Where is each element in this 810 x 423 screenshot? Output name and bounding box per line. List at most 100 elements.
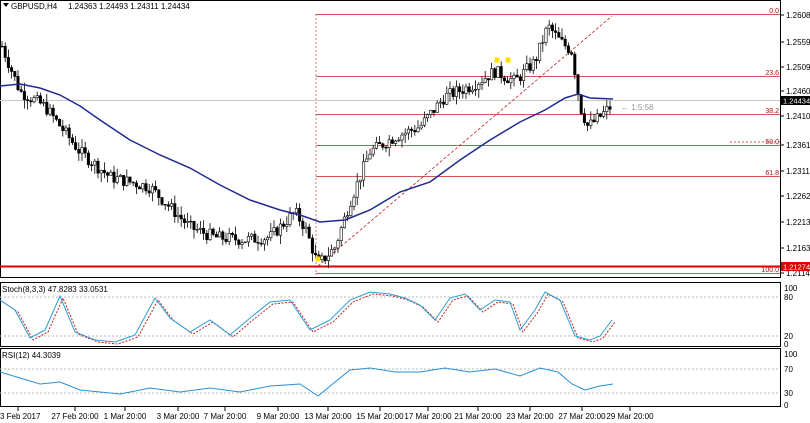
ohlc-values: 1.24363 1.24493 1.24311 1.24434 — [68, 2, 190, 11]
candle-body — [547, 24, 551, 29]
candle-body — [371, 147, 375, 155]
candle-body — [368, 153, 372, 160]
candle-body — [285, 224, 289, 227]
candle-body — [186, 220, 190, 223]
candle-body — [528, 63, 532, 71]
candle-body — [160, 197, 164, 205]
candle-body — [582, 113, 586, 123]
candle-body — [589, 119, 593, 126]
candle-body — [240, 242, 244, 245]
candle-body — [128, 176, 132, 183]
candle-body — [29, 100, 33, 103]
symbol-label: GBPUSD,H4 — [11, 2, 58, 11]
candle-body — [512, 74, 516, 79]
candle-body — [541, 42, 545, 44]
candle-body — [451, 88, 455, 97]
candle-body — [550, 24, 554, 32]
price-tick-label: 1.25590 — [786, 38, 810, 47]
candle-body — [115, 176, 119, 183]
candle-body — [448, 88, 452, 94]
stoch-signal-line — [2, 293, 616, 345]
candle-body — [467, 86, 471, 93]
candle-body — [16, 76, 20, 91]
candle-body — [61, 125, 65, 131]
candle-body — [374, 141, 378, 149]
candle-body — [330, 249, 334, 257]
time-tick-label: 27 Feb 20:00 — [51, 412, 99, 421]
candle-body — [218, 231, 222, 238]
candle-body — [211, 228, 215, 235]
fib-level-label: 38.2 — [765, 108, 779, 115]
fib-level-label: 23.6 — [765, 70, 779, 77]
candle-body — [269, 231, 273, 238]
candle-body — [429, 110, 433, 115]
candle-body — [131, 181, 135, 184]
support-price-tag: 1.21274 — [781, 262, 810, 272]
fractal-marker — [505, 57, 511, 63]
candle-body — [144, 183, 148, 192]
candle-body — [358, 179, 362, 183]
moving-average-line — [0, 83, 614, 223]
candle-body — [278, 223, 282, 236]
candle-body — [362, 161, 366, 181]
candle-body — [51, 107, 55, 117]
symbol-dropdown-icon[interactable] — [3, 3, 9, 7]
fibonacci-trend-line[interactable] — [317, 15, 613, 267]
candle-body — [515, 74, 519, 78]
candle-body — [154, 186, 158, 191]
candle-body — [544, 27, 548, 43]
candle-body — [384, 146, 388, 149]
candle-body — [586, 122, 590, 126]
candle-body — [205, 233, 209, 240]
candle-body — [80, 147, 84, 154]
candle-body — [400, 134, 404, 141]
fibonacci-retracement[interactable]: 0.0 23.6 38.2 50.0 61.8 100.0 — [315, 8, 780, 275]
candle-body — [259, 242, 263, 245]
fib-level-label: 50.0 — [765, 139, 779, 146]
candle-body — [147, 190, 151, 194]
candle-body — [509, 78, 513, 84]
stoch-tick-20: 20 — [784, 332, 793, 341]
candle-body — [438, 101, 442, 104]
candle-body — [275, 227, 279, 236]
candle-body — [365, 158, 369, 162]
candle-body — [307, 226, 311, 239]
candlesticks — [0, 19, 612, 269]
candle-body — [70, 137, 74, 143]
price-tick-label: 1.26080 — [786, 11, 810, 20]
time-tick-label: 9 Mar 20:00 — [257, 412, 300, 421]
candle-body — [566, 45, 570, 53]
candle-body — [381, 143, 385, 148]
candle-body — [570, 52, 574, 55]
candle-body — [294, 208, 298, 214]
rsi-tick-30: 30 — [784, 389, 793, 398]
candle-body — [314, 252, 318, 256]
candle-body — [170, 203, 174, 207]
candle-body — [557, 32, 561, 38]
candle-body — [93, 160, 97, 166]
candle-body — [454, 86, 458, 97]
candle-body — [506, 80, 510, 84]
candle-body — [464, 86, 468, 94]
price-tick-label: 1.24600 — [786, 87, 810, 96]
candle-body — [86, 152, 90, 166]
candle-body — [416, 127, 420, 133]
candle-body — [262, 239, 266, 245]
candle-body — [432, 110, 436, 113]
candle-body — [579, 94, 583, 114]
candle-body — [339, 227, 343, 241]
candle-body — [483, 78, 487, 83]
candle-body — [3, 46, 7, 58]
candle-body — [502, 77, 506, 82]
time-tick-label: 1 Mar 20:00 — [104, 412, 147, 421]
candle-body — [141, 183, 145, 190]
fractal-markers — [315, 57, 511, 262]
candle-body — [122, 175, 126, 186]
candle-body — [534, 59, 538, 61]
candle-body — [90, 164, 94, 166]
candle-body — [598, 113, 602, 117]
stoch-tick-100: 100 — [784, 284, 798, 293]
fractal-marker — [315, 256, 321, 262]
candle-body — [288, 213, 292, 225]
